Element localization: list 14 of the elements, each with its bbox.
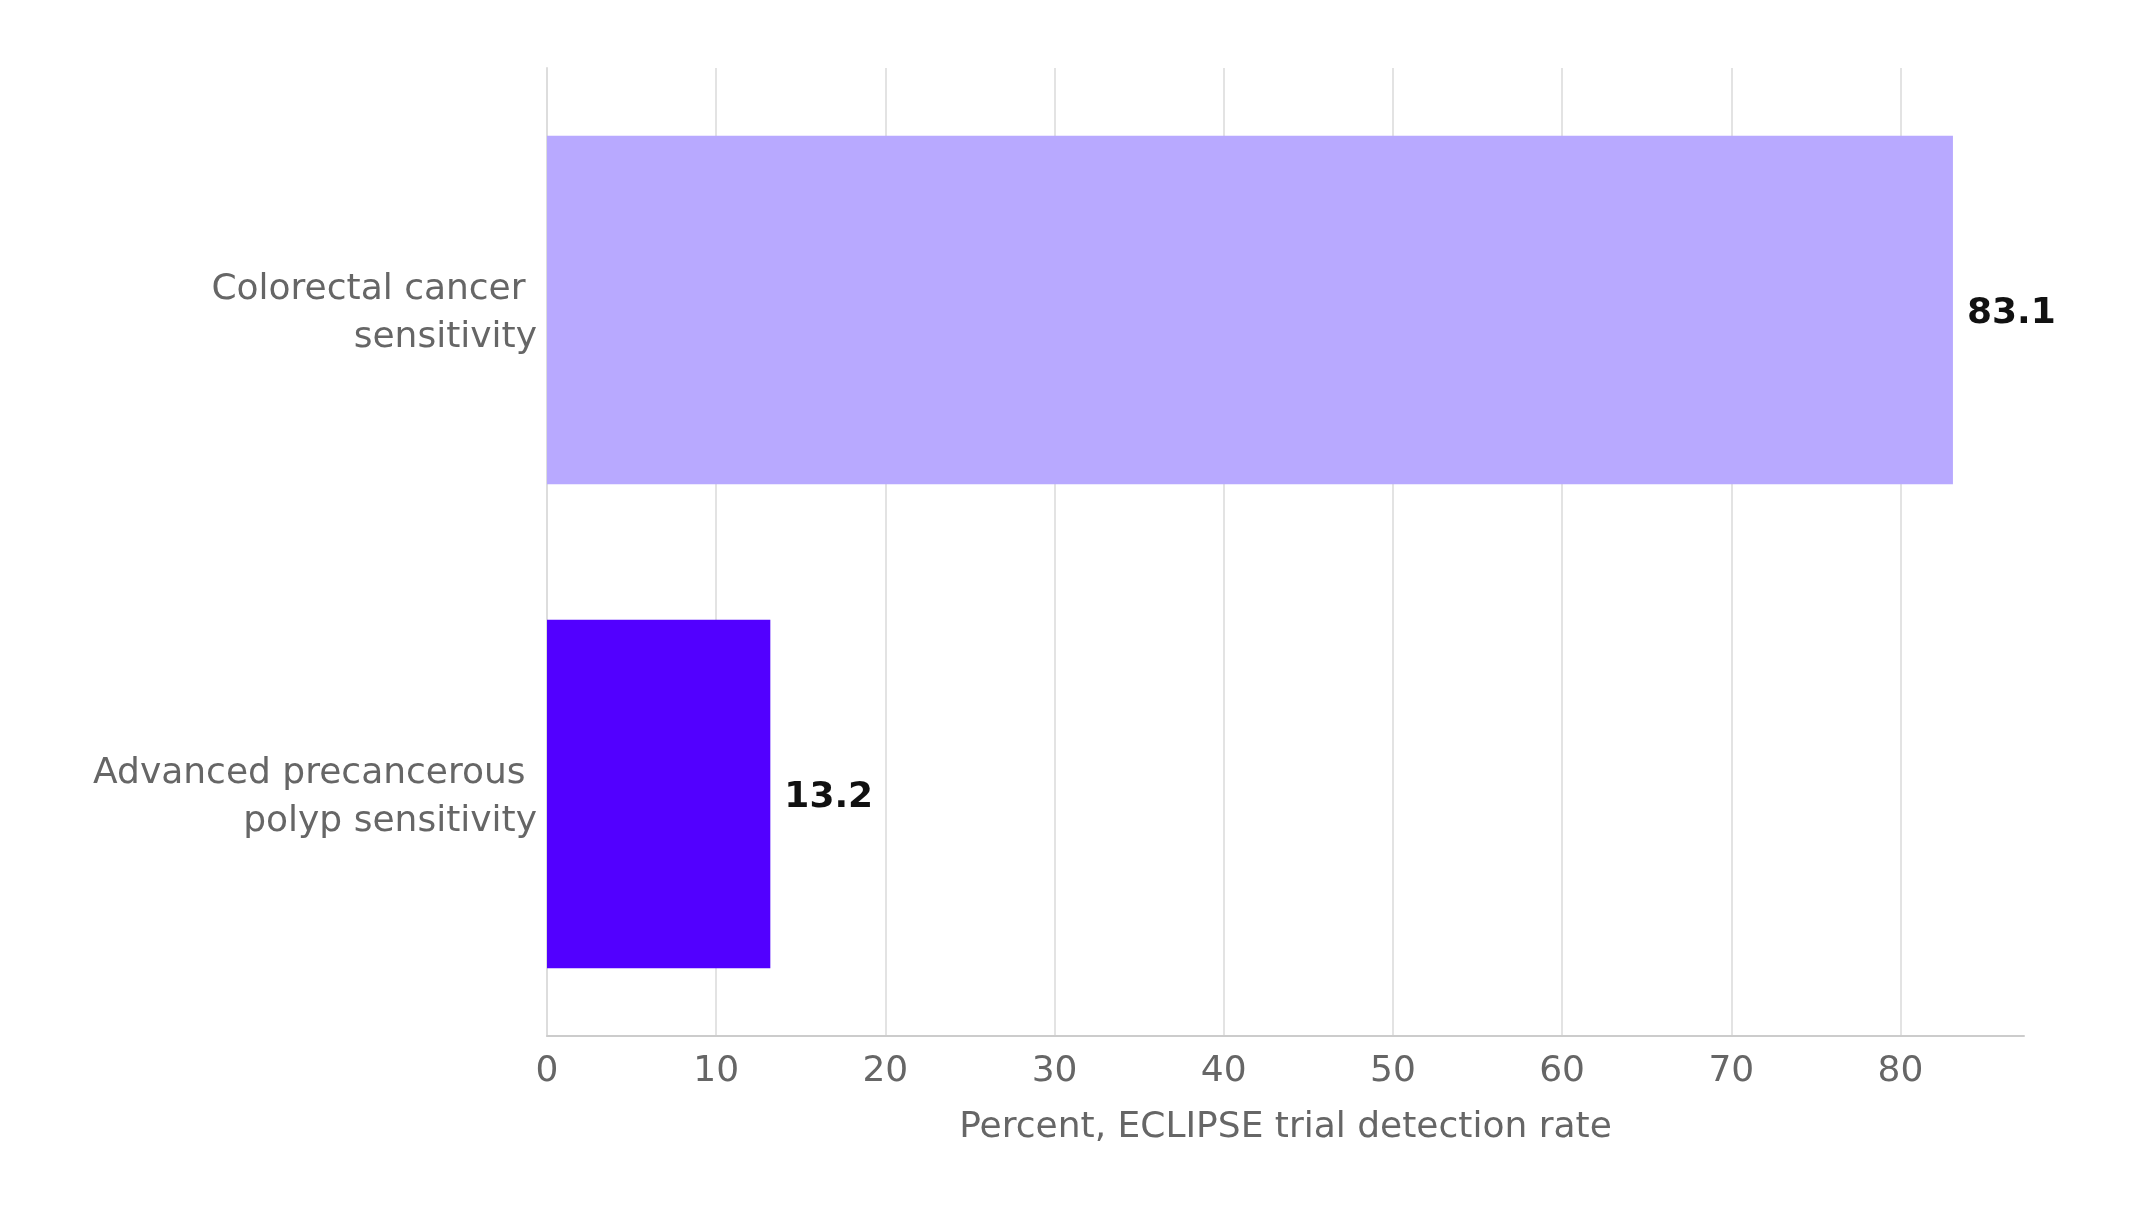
- y-tick-label: Advanced precancerous polyp sensitivity: [93, 749, 537, 839]
- x-axis-title: Percent, ECLIPSE trial detection rate: [959, 1103, 1612, 1145]
- x-tick-label: 60: [1539, 1047, 1586, 1089]
- x-tick-label: 50: [1370, 1047, 1416, 1089]
- x-tick-label: 0: [535, 1047, 559, 1089]
- x-tick-label: 80: [1877, 1047, 1924, 1089]
- x-tick-label: 40: [1200, 1047, 1247, 1089]
- x-tick-label: 10: [693, 1047, 740, 1089]
- data-label: 13.2: [784, 773, 874, 815]
- y-tick-label: Colorectal cancer sensitivity: [211, 265, 537, 355]
- x-tick-label: 20: [862, 1047, 909, 1089]
- data-label: 83.1: [1966, 289, 2056, 331]
- x-tick-label: 30: [1031, 1047, 1078, 1089]
- x-tick-label: 70: [1708, 1047, 1755, 1089]
